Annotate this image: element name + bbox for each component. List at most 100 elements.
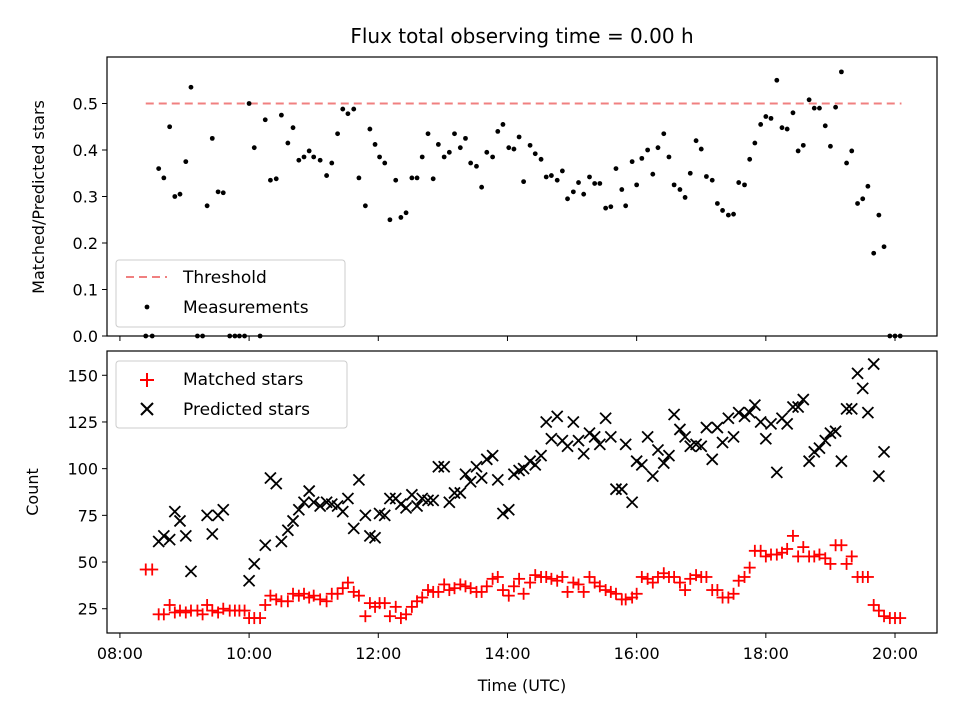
- measurement-point: [516, 134, 522, 140]
- measurement-point: [435, 142, 441, 147]
- predicted-star-point: [797, 393, 810, 406]
- measurement-point: [554, 177, 560, 183]
- matched-star-point: [770, 548, 783, 561]
- predicted-star-point: [781, 417, 794, 430]
- predicted-star-point: [759, 432, 772, 445]
- predicted-star-point: [835, 455, 848, 468]
- matched-star-point: [872, 604, 885, 617]
- predicted-star-point: [281, 524, 294, 537]
- predicted-star-point: [635, 458, 648, 472]
- matched-star-point: [454, 578, 467, 591]
- matched-star-point: [867, 598, 880, 611]
- predicted-star-point: [808, 445, 821, 458]
- measurement-point: [351, 106, 357, 112]
- matched-star-point: [679, 584, 692, 597]
- matched-star-point: [513, 572, 526, 585]
- measurement-point: [527, 142, 533, 148]
- measurement-point: [619, 187, 625, 192]
- measurement-point: [172, 194, 178, 199]
- measurement-point: [414, 175, 420, 181]
- predicted-star-point: [819, 434, 832, 447]
- predicted-star-point: [673, 423, 687, 436]
- measurement-point: [495, 129, 501, 134]
- measurement-point: [548, 173, 554, 178]
- measurement-point: [367, 126, 373, 132]
- predicted-star-point: [754, 415, 767, 429]
- predicted-star-point: [427, 494, 440, 507]
- matched-star-point: [792, 550, 805, 563]
- predicted-star-point: [630, 455, 643, 468]
- matched-star-point: [599, 584, 612, 597]
- matched-star-point: [146, 563, 159, 576]
- matched-star-point: [336, 582, 349, 595]
- measurement-point: [677, 187, 683, 192]
- measurement-point: [597, 181, 603, 186]
- ratio-y-tick-label: 0.1: [73, 281, 98, 300]
- predicted-star-point: [275, 535, 288, 548]
- predicted-star-point: [829, 425, 842, 438]
- matched-star-point: [786, 529, 799, 542]
- predicted-star-point: [496, 507, 510, 520]
- matched-star-point: [819, 552, 832, 565]
- predicted-star-point: [432, 460, 445, 473]
- measurement-point: [268, 177, 273, 183]
- matched-star-point: [894, 612, 907, 625]
- predicted-star-point: [651, 443, 665, 457]
- predicted-stars-layer: [152, 357, 891, 587]
- predicted-star-point: [743, 406, 756, 419]
- predicted-star-point: [270, 477, 283, 490]
- predicted-star-point: [347, 522, 360, 535]
- predicted-star-point: [625, 496, 639, 509]
- measurement-point: [430, 176, 436, 182]
- measurement-point: [340, 106, 346, 112]
- measurement-point: [452, 131, 457, 137]
- measurement-point: [372, 142, 378, 147]
- matched-star-point: [545, 572, 558, 585]
- matched-star-point: [259, 598, 272, 611]
- predicted-star-point: [475, 471, 488, 485]
- x-tick-label: 14:00: [484, 644, 530, 663]
- predicted-star-point: [748, 399, 761, 412]
- measurement-point: [278, 112, 284, 118]
- predicted-star-point: [738, 410, 751, 423]
- measurement-point: [506, 145, 512, 151]
- matched-star-point: [824, 557, 837, 570]
- predicted-star-point: [657, 456, 670, 470]
- count-panel: 25 50 75 100 125 150 08:00 10:00 12:00 14:00 16:0…: [23, 350, 938, 695]
- count-y-tick-label: 150: [67, 366, 98, 385]
- predicted-star-point: [292, 503, 305, 516]
- predicted-star-point: [399, 501, 413, 515]
- matched-star-point: [572, 578, 585, 591]
- measurement-point: [790, 110, 796, 116]
- predicted-star-point: [732, 406, 745, 419]
- predicted-star-point: [872, 469, 886, 483]
- legend-predicted-label: Predicted stars: [183, 400, 310, 420]
- matched-star-point: [577, 585, 590, 598]
- matched-star-point: [840, 557, 853, 570]
- predicted-star-point: [341, 492, 355, 505]
- measurement-point: [855, 201, 860, 206]
- matched-star-point: [743, 561, 756, 574]
- measurement-point: [687, 170, 693, 176]
- predicted-star-point: [459, 468, 472, 481]
- predicted-star-point: [438, 460, 451, 473]
- measurement-point: [538, 156, 544, 162]
- matched-star-point: [480, 580, 493, 593]
- predicted-star-point: [861, 406, 875, 419]
- matched-star-point: [400, 608, 413, 621]
- predicted-star-point: [405, 488, 419, 501]
- measurement-point: [425, 131, 431, 137]
- matched-star-point: [630, 587, 643, 600]
- predicted-star-point: [368, 531, 382, 544]
- matched-star-point: [738, 570, 751, 583]
- predicted-star-point: [314, 499, 327, 513]
- legend-matched-label: Matched stars: [183, 370, 303, 390]
- predicted-star-point: [359, 509, 372, 522]
- predicted-star-point: [646, 469, 659, 483]
- measurement-point: [671, 182, 677, 188]
- measurement-point: [682, 195, 688, 200]
- matched-star-point: [754, 544, 767, 557]
- predicted-star-point: [480, 453, 493, 466]
- predicted-star-point: [394, 498, 408, 511]
- legend-threshold-label: Threshold: [182, 268, 267, 288]
